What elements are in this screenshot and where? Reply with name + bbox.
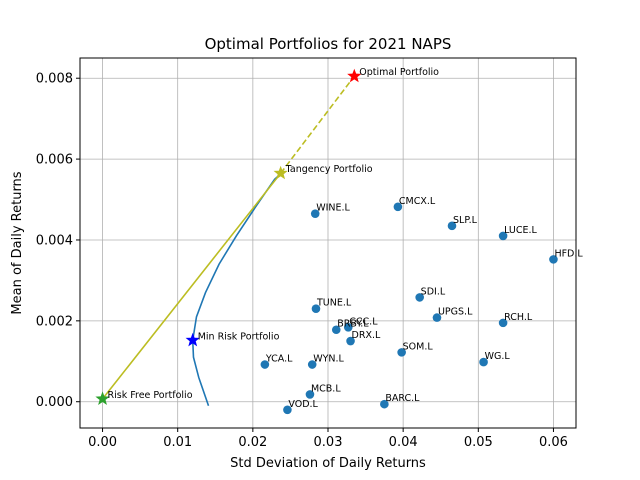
portfolio-label: Optimal Portfolio [359,67,439,78]
stock-label: LUCE.L [504,225,537,236]
x-tick-label: 0.04 [389,435,418,450]
stock-point [380,399,389,409]
stock-label: VOD.L [288,399,318,410]
portfolio-star-marker [273,165,288,180]
x-tick-label: 0.06 [539,435,568,450]
x-tick-label: 0.03 [314,435,343,450]
stock-label: BRBY.L [337,319,369,330]
portfolio-star-marker [185,332,200,347]
stock-point [283,405,292,415]
stock-label: WINE.L [316,203,350,214]
stock-label: CCC.L [349,316,378,327]
stock-label: RCH.L [504,312,533,323]
stock-point [393,202,403,212]
stock-point [331,325,341,335]
stock-point [310,209,320,218]
stock-point [447,221,457,231]
portfolio-label: Tangency Portfolio [285,164,373,175]
grid [80,58,576,428]
stock-label: MCB.L [311,383,341,394]
portfolio-star-marker [95,391,110,405]
y-tick-label: 0.008 [36,72,73,87]
stock-label: WYN.L [313,354,344,365]
x-tick-label: 0.05 [464,435,493,450]
axes-ticks: 0.00 0.01 0.02 0.03 0.04 0.05 0.06 0.000 0.002 0.… [36,72,568,450]
stock-point [397,348,406,357]
stock-point [307,360,317,369]
x-tick-label: 0.01 [163,435,192,450]
stock-point [498,231,508,241]
y-tick-label: 0.000 [36,395,73,410]
stock-label: YCA.L [265,354,293,365]
y-tick-label: 0.002 [36,314,73,329]
y-axis-label: Mean of Daily Returns [10,171,25,314]
portfolio-label: Min Risk Portfolio [198,331,280,342]
x-axis-label: Std Deviation of Daily Returns [230,456,426,471]
portfolio-star-marker [347,68,362,83]
stock-point [479,357,488,367]
x-tick-label: 0.00 [88,435,117,450]
stock-label: UPGS.L [438,307,473,318]
stock-point [415,293,424,302]
stock-label: DRX.L [352,330,381,341]
stock-label: SLP.L [453,215,478,226]
stock-label: SOM.L [403,341,434,352]
stock-label: BARC.L [385,393,420,404]
stock-point [305,390,315,399]
stock-point [549,255,558,264]
stock-point [498,318,508,328]
stock-label: TUNE.L [316,298,352,309]
y-tick-label: 0.004 [36,233,73,248]
stock-point [432,313,442,322]
stock-label: WG.L [485,351,511,362]
capital-allocation-line [101,172,282,400]
stock-point [346,336,355,346]
stock-label: CMCX.L [399,196,436,207]
leveraged-allocation-line [280,75,355,174]
y-tick-label: 0.006 [36,153,73,168]
stock-label: SDI.L [421,286,446,297]
plot-area: CMCX.L SLP.L LUCE.L HFD.L WINE.L SDI.L UPGS.L R… [95,67,583,415]
stock-point [343,323,353,332]
stock-point [311,304,321,314]
chart-title: Optimal Portfolios for 2021 NAPS [205,35,452,53]
stock-point [260,360,270,369]
portfolio-label: Risk Free Portfolio [108,390,193,401]
stock-label: HFD.L [554,248,583,259]
x-tick-label: 0.02 [238,435,267,450]
